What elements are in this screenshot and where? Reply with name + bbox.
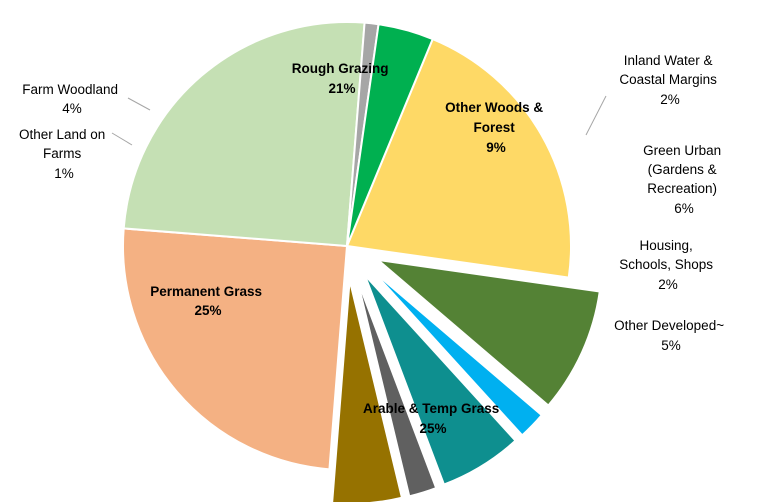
label-permanent-grass: Permanent Grass 25% <box>150 284 266 318</box>
slice-housing-schools-shops <box>356 278 438 498</box>
label-other-woods-forest: Other Woods & Forest 9% <box>445 100 547 155</box>
label-other-land-on-farms: Other Land on Farms 1% <box>19 127 109 181</box>
label-farm-woodland: Farm Woodland 4% <box>22 82 122 116</box>
leader-inland-water <box>585 95 607 136</box>
label-other-developed: Other Developed~ 5% <box>614 318 728 353</box>
leader-other-land-on-farms <box>111 132 133 146</box>
pie-slices <box>122 21 601 502</box>
slice-arable-temp-grass <box>122 227 349 471</box>
slice-permanent-grass <box>122 21 366 248</box>
slice-farm-woodland <box>346 23 435 247</box>
slice-inland-water-coastal-margins <box>370 268 544 437</box>
label-rough-grazing: Rough Grazing 21% <box>292 61 393 96</box>
label-green-urban: Green Urban (Gardens & Recreation) 6% <box>643 143 725 216</box>
label-inland-water: Inland Water & Coastal Margins 2% <box>619 53 720 107</box>
slice-rough-grazing <box>345 37 572 279</box>
slice-other-woods-forest <box>374 258 601 407</box>
leader-farm-woodland <box>127 97 151 111</box>
slice-other-developed <box>331 279 404 502</box>
leader-lines <box>111 95 607 146</box>
slice-green-urban-gardens-recreation <box>363 274 517 486</box>
label-housing-schools-shops: Housing, Schools, Shops 2% <box>619 238 717 292</box>
label-arable-temp-grass: Arable & Temp Grass 25% <box>363 401 503 436</box>
